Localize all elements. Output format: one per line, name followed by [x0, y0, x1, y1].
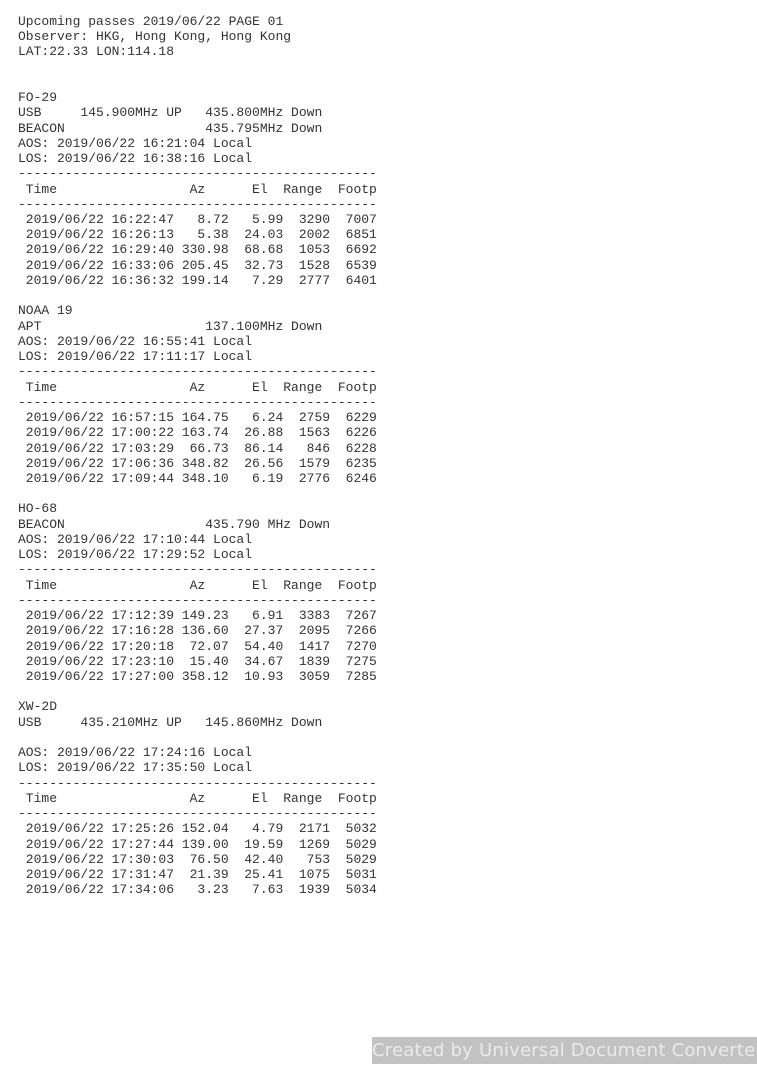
radio-line: BEACON 435.795MHz Down	[18, 120, 323, 136]
coordinates-line: LAT:22.33 LON:114.18	[18, 44, 175, 60]
pass-row: 2019/06/22 17:25:26 152.04 4.79 2171 503…	[18, 821, 377, 837]
satellite-section: HO-68 BEACON 435.790 MHz Down AOS: 2019/…	[18, 501, 377, 699]
pass-rows: 2019/06/22 16:22:47 8.72 5.99 3290 7007 …	[18, 212, 377, 288]
aos-line: AOS: 2019/06/22 17:10:44 Local	[18, 531, 253, 547]
pass-table-header: Time Az El Range Footp	[18, 790, 377, 806]
satellite-section: XW-2D USB 435.210MHz UP 145.860MHz Down …	[18, 699, 377, 912]
pass-row: 2019/06/22 17:00:22 163.74 26.88 1563 62…	[18, 425, 377, 441]
radio-line: USB 435.210MHz UP 145.860MHz Down	[18, 714, 323, 730]
separator-line: ----------------------------------------…	[18, 562, 377, 578]
pass-row: 2019/06/22 17:27:00 358.12 10.93 3059 72…	[18, 669, 377, 685]
radio-lines: BEACON 435.790 MHz Down	[18, 517, 377, 532]
pass-row: 2019/06/22 17:16:28 136.60 27.37 2095 72…	[18, 623, 377, 639]
radio-line: APT 137.100MHz Down	[18, 318, 323, 334]
satellite-sections: FO-29 USB 145.900MHz UP 435.800MHz Down B…	[18, 90, 377, 913]
pass-row: 2019/06/22 16:57:15 164.75 6.24 2759 622…	[18, 410, 377, 426]
pass-table-header: Time Az El Range Footp	[18, 379, 377, 395]
observer-line: Observer: HKG, Hong Kong, Hong Kong	[18, 29, 292, 45]
pass-row: 2019/06/22 17:03:29 66.73 86.14 846 6228	[18, 440, 377, 456]
radio-lines: USB 435.210MHz UP 145.860MHz Down	[18, 715, 377, 745]
blank-line	[18, 75, 377, 90]
blank-line	[18, 486, 377, 501]
separator-line: ----------------------------------------…	[18, 775, 377, 791]
aos-line: AOS: 2019/06/22 17:24:16 Local	[18, 745, 253, 761]
los-line: LOS: 2019/06/22 17:29:52 Local	[18, 547, 253, 563]
radio-lines: USB 145.900MHz UP 435.800MHz Down BEACON …	[18, 105, 377, 135]
satellite-name: NOAA 19	[18, 303, 73, 319]
aos-line: AOS: 2019/06/22 16:21:04 Local	[18, 135, 253, 151]
los-line: LOS: 2019/06/22 17:35:50 Local	[18, 760, 253, 776]
blank-line	[18, 684, 377, 699]
los-line: LOS: 2019/06/22 16:38:16 Local	[18, 151, 253, 167]
radio-line: BEACON 435.790 MHz Down	[18, 516, 331, 532]
blank-line	[18, 288, 377, 303]
radio-line: USB 145.900MHz UP 435.800MHz Down	[18, 105, 323, 121]
pass-row: 2019/06/22 16:22:47 8.72 5.99 3290 7007	[18, 212, 377, 228]
pass-row: 2019/06/22 16:26:13 5.38 24.03 2002 6851	[18, 227, 377, 243]
pass-row: 2019/06/22 17:12:39 149.23 6.91 3383 726…	[18, 608, 377, 624]
pass-table-header: Time Az El Range Footp	[18, 181, 377, 197]
separator-line: ----------------------------------------…	[18, 364, 377, 380]
pass-row: 2019/06/22 17:27:44 139.00 19.59 1269 50…	[18, 836, 377, 852]
radio-lines: APT 137.100MHz Down	[18, 319, 377, 334]
satellite-name: FO-29	[18, 90, 58, 106]
pass-rows: 2019/06/22 17:25:26 152.04 4.79 2171 503…	[18, 821, 377, 897]
satellite-section: FO-29 USB 145.900MHz UP 435.800MHz Down B…	[18, 90, 377, 303]
separator-line: ----------------------------------------…	[18, 806, 377, 822]
pass-table-header: Time Az El Range Footp	[18, 577, 377, 593]
blank-line	[18, 898, 377, 913]
separator-line: ----------------------------------------…	[18, 592, 377, 608]
pass-row: 2019/06/22 17:31:47 21.39 25.41 1075 503…	[18, 867, 377, 883]
aos-line: AOS: 2019/06/22 16:55:41 Local	[18, 333, 253, 349]
pass-row: 2019/06/22 17:30:03 76.50 42.40 753 5029	[18, 851, 377, 867]
separator-line: ----------------------------------------…	[18, 394, 377, 410]
satellite-section: NOAA 19 APT 137.100MHz Down AOS: 2019/06…	[18, 303, 377, 501]
document-page: Upcoming passes 2019/06/22 PAGE 01 Obser…	[18, 14, 377, 913]
watermark-banner: Created by Universal Document Converter	[372, 1037, 757, 1064]
pass-row: 2019/06/22 17:06:36 348.82 26.56 1579 62…	[18, 455, 377, 471]
satellite-name: HO-68	[18, 501, 58, 517]
pass-row: 2019/06/22 16:33:06 205.45 32.73 1528 65…	[18, 257, 377, 273]
pass-row: 2019/06/22 17:34:06 3.23 7.63 1939 5034	[18, 882, 377, 898]
doc-title: Upcoming passes 2019/06/22 PAGE 01	[18, 14, 284, 29]
blank-line	[18, 730, 377, 745]
pass-row: 2019/06/22 16:29:40 330.98 68.68 1053 66…	[18, 242, 377, 258]
separator-line: ----------------------------------------…	[18, 166, 377, 182]
pass-rows: 2019/06/22 16:57:15 164.75 6.24 2759 622…	[18, 410, 377, 486]
pass-row: 2019/06/22 16:36:32 199.14 7.29 2777 640…	[18, 272, 377, 288]
separator-line: ----------------------------------------…	[18, 196, 377, 212]
pass-row: 2019/06/22 17:09:44 348.10 6.19 2776 624…	[18, 470, 377, 486]
pass-rows: 2019/06/22 17:12:39 149.23 6.91 3383 726…	[18, 608, 377, 684]
pass-row: 2019/06/22 17:23:10 15.40 34.67 1839 727…	[18, 653, 377, 669]
pass-row: 2019/06/22 17:20:18 72.07 54.40 1417 727…	[18, 638, 377, 654]
blank-line	[18, 60, 377, 75]
los-line: LOS: 2019/06/22 17:11:17 Local	[18, 349, 253, 365]
satellite-name: XW-2D	[18, 699, 58, 715]
